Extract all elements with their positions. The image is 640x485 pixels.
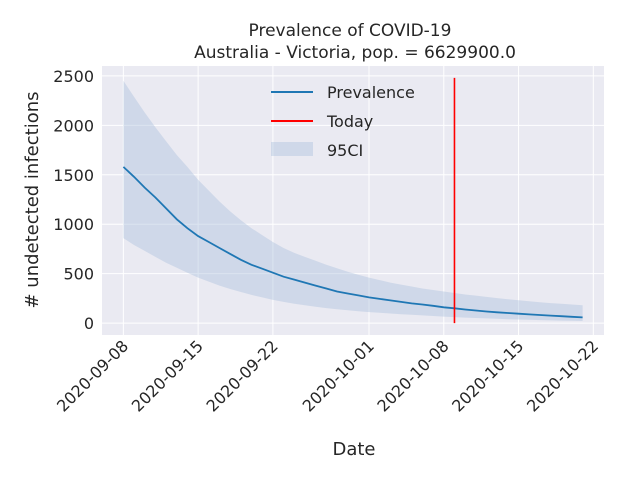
chart-title: Prevalence of COVID-19 bbox=[249, 21, 452, 41]
legend-label-ci: 95CI bbox=[327, 141, 363, 160]
x-tick-label: 2020-10-08 bbox=[373, 336, 452, 415]
x-tick-label: 2020-10-22 bbox=[523, 336, 602, 415]
grid bbox=[102, 66, 604, 335]
y-tick-label: 2500 bbox=[53, 67, 94, 86]
plot-area bbox=[102, 66, 604, 335]
y-tick-label: 0 bbox=[84, 314, 94, 333]
chart-subtitle: Australia - Victoria, pop. = 6629900.0 bbox=[194, 43, 516, 63]
y-tick-label: 1000 bbox=[53, 215, 94, 234]
legend: Prevalence Today 95CI bbox=[271, 83, 415, 160]
y-tick-label: 2000 bbox=[53, 116, 94, 135]
legend-label-prevalence: Prevalence bbox=[327, 83, 415, 102]
y-axis-label: # undetected infections bbox=[22, 91, 43, 308]
x-tick-label: 2020-09-22 bbox=[203, 336, 282, 415]
x-tick-label: 2020-10-15 bbox=[448, 336, 527, 415]
x-axis-label: Date bbox=[332, 439, 375, 460]
legend-swatch-ci bbox=[271, 142, 313, 156]
series-layer bbox=[122, 77, 583, 324]
prevalence-line bbox=[122, 166, 583, 319]
x-tick-label: 2020-10-01 bbox=[299, 336, 378, 415]
ci-band-layer bbox=[123, 80, 583, 321]
y-tick-label: 1500 bbox=[53, 166, 94, 185]
y-tick-label: 500 bbox=[63, 265, 94, 284]
legend-label-today: Today bbox=[326, 112, 373, 131]
x-tick-label: 2020-09-08 bbox=[53, 336, 132, 415]
x-tick-label: 2020-09-15 bbox=[128, 336, 207, 415]
ci-band bbox=[123, 80, 583, 321]
